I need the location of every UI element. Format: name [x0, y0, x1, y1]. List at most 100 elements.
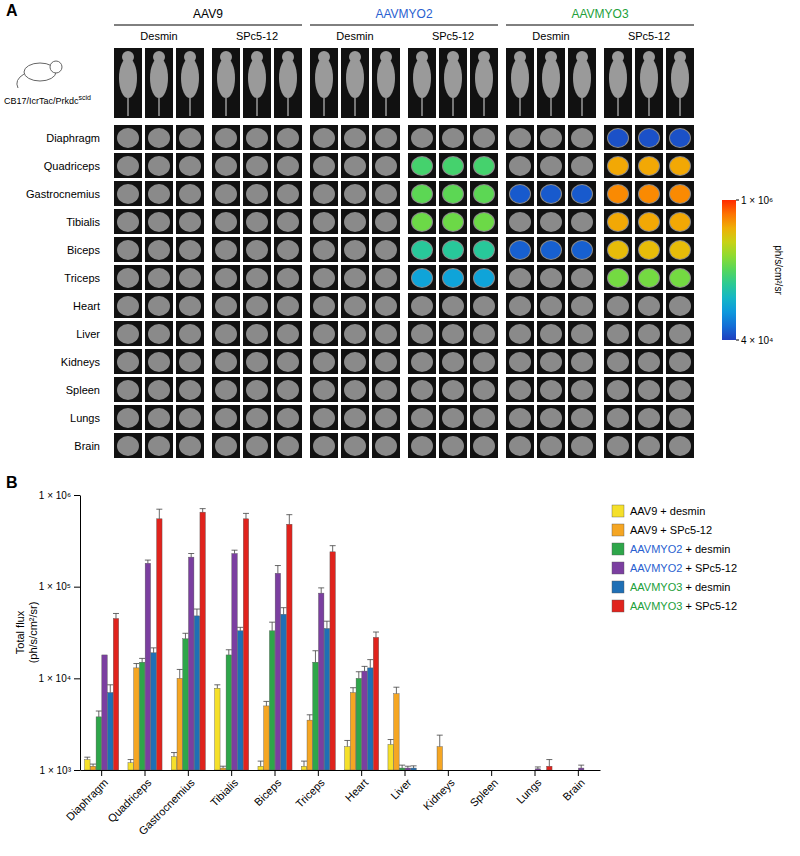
error-bar — [194, 609, 200, 616]
organ-image-bg — [274, 125, 302, 150]
organ-image — [246, 436, 268, 456]
organ-image — [473, 128, 495, 148]
error-bar-cap — [243, 513, 249, 514]
mouse-image — [377, 58, 395, 98]
organ-image-bg — [604, 293, 632, 318]
organ-image — [375, 296, 397, 316]
mouse-image-tail — [617, 98, 619, 116]
error-bar-cap — [399, 765, 405, 766]
y-tick-mark — [74, 678, 80, 679]
error-bar-stem — [153, 648, 154, 653]
organ-image — [509, 240, 531, 260]
organ-image-bg — [666, 405, 694, 430]
legend-label: AAVMYO2 + SPc5-12 — [630, 562, 737, 574]
x-tick-mark — [535, 770, 536, 776]
organ-image — [638, 436, 660, 456]
organ-image-bg — [243, 293, 271, 318]
colorbar-label: ph/s/cm²/sr — [773, 245, 784, 295]
organ-image — [509, 128, 531, 148]
organ-image-bg — [372, 405, 400, 430]
organ-image — [277, 240, 299, 260]
bar — [437, 747, 442, 770]
x-tick: Quadriceps — [105, 770, 154, 825]
bar — [145, 563, 150, 770]
bar — [362, 671, 367, 770]
error-bar-cap — [263, 701, 269, 702]
mouse-image-bg — [310, 48, 338, 118]
organ-image — [473, 296, 495, 316]
organ-image — [148, 128, 170, 148]
mouse-image-head — [184, 51, 196, 63]
promoter-header: SPc5-12 — [432, 30, 474, 42]
organ-image — [571, 128, 593, 148]
organ-image — [117, 408, 139, 428]
organ-image — [117, 324, 139, 344]
organ-image-bg — [439, 153, 467, 178]
x-tick-label: Gastrocnemius — [136, 776, 197, 837]
signal — [474, 241, 494, 259]
organ-image-bg — [635, 349, 663, 374]
organ-image-bg — [439, 237, 467, 262]
promoter-header: SPc5-12 — [628, 30, 670, 42]
bar — [177, 678, 182, 770]
organ-image-bg — [635, 125, 663, 150]
bar — [238, 631, 243, 770]
organ-image — [246, 212, 268, 232]
organ-image — [148, 408, 170, 428]
x-tick-label: Heart — [343, 776, 371, 804]
organ-image-bg — [635, 405, 663, 430]
organ-image-bg — [145, 405, 173, 430]
organ-image — [344, 436, 366, 456]
organ-image-bg — [372, 153, 400, 178]
bar — [200, 512, 205, 770]
organ-image-bg — [568, 321, 596, 346]
error-bar-cap — [405, 766, 411, 767]
organ-image — [215, 212, 237, 232]
organ-image-bg — [568, 181, 596, 206]
organ-image-bg — [145, 237, 173, 262]
mouse-image-head — [416, 51, 428, 63]
bar — [356, 678, 361, 770]
bars — [84, 509, 584, 770]
error-bar — [139, 658, 145, 662]
organ-image — [571, 324, 593, 344]
row-label: Liver — [76, 328, 100, 340]
bar — [264, 706, 269, 770]
organ-image-bg — [470, 405, 498, 430]
organ-image-bg — [212, 209, 240, 234]
organ-image — [179, 296, 201, 316]
organ-image-bg — [408, 153, 436, 178]
organ-image — [638, 128, 660, 148]
error-bar-cap — [286, 514, 292, 515]
organ-image — [638, 324, 660, 344]
mouse-image — [609, 58, 627, 98]
organ-image-bg — [604, 405, 632, 430]
organ-image — [473, 408, 495, 428]
organ-image-bg — [341, 405, 369, 430]
organ-image-bg — [212, 405, 240, 430]
organ-image — [375, 324, 397, 344]
signal — [670, 185, 690, 203]
error-bar-cap — [220, 766, 226, 767]
organ-image-bg — [176, 349, 204, 374]
organ-image — [148, 212, 170, 232]
organ-image-bg — [604, 265, 632, 290]
organ-image — [215, 408, 237, 428]
bar — [318, 593, 323, 770]
organ-image — [179, 156, 201, 176]
x-axis-line — [81, 770, 601, 771]
y-tick-mark — [74, 587, 80, 588]
error-bar-cap — [133, 663, 139, 664]
bar — [215, 688, 220, 770]
organ-image — [473, 240, 495, 260]
organ-image — [375, 352, 397, 372]
organ-image — [509, 324, 531, 344]
error-bar-stem — [332, 546, 333, 552]
error-bar-cap — [237, 627, 243, 628]
bar — [373, 637, 378, 770]
organ-image-bg — [310, 321, 338, 346]
signal — [443, 157, 463, 175]
organ-image-bg — [537, 265, 565, 290]
legend-label: AAVMYO3 + SPc5-12 — [630, 600, 737, 612]
organ-image — [215, 352, 237, 372]
